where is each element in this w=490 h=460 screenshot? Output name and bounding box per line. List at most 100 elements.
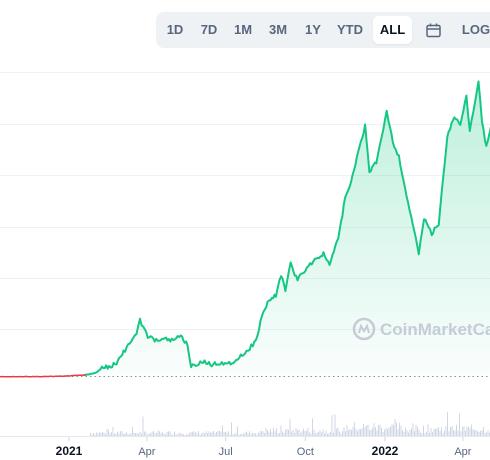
volume-bar	[285, 429, 286, 436]
volume-bar	[334, 414, 336, 436]
volume-bar	[324, 433, 325, 436]
volume-bar	[171, 434, 172, 436]
volume-bar	[121, 431, 123, 436]
volume-bar	[456, 424, 457, 436]
volume-bar	[474, 429, 475, 436]
volume-bar	[471, 424, 472, 436]
volume-bar	[349, 429, 351, 436]
volume-bar	[259, 431, 261, 436]
volume-bar	[228, 431, 229, 436]
volume-bar	[438, 427, 439, 436]
volume-bar	[486, 432, 487, 436]
volume-bar	[414, 431, 415, 436]
volume-bar	[478, 432, 480, 436]
volume-bar	[406, 430, 408, 436]
range-all-button[interactable]: ALL	[373, 16, 412, 44]
range-1y-button[interactable]: 1Y	[305, 22, 321, 37]
volume-bar	[363, 423, 364, 436]
volume-bar	[297, 430, 298, 436]
volume-bar	[325, 430, 327, 436]
range-7d-button[interactable]: 7D	[200, 22, 218, 37]
volume-bar	[385, 427, 387, 436]
volume-bar	[256, 434, 258, 436]
volume-bar	[139, 431, 141, 436]
volume-bar	[201, 433, 202, 436]
volume-bar	[403, 431, 405, 436]
volume-bar	[468, 426, 469, 436]
volume-bar	[241, 433, 243, 436]
volume-bar	[357, 431, 358, 436]
volume-bar	[309, 432, 310, 436]
volume-bar	[229, 434, 231, 436]
volume-bar	[150, 433, 151, 436]
volume-bar	[184, 434, 186, 436]
volume-bar	[175, 434, 177, 436]
volume-bar	[181, 433, 183, 436]
volume-bar	[376, 430, 378, 436]
volume-bar	[370, 429, 372, 436]
range-3m-button[interactable]: 3M	[268, 22, 288, 37]
volume-bar	[244, 432, 246, 436]
volume-bar	[157, 430, 159, 436]
x-tick-label: Apr	[138, 446, 155, 458]
volume-bar	[237, 426, 238, 436]
volume-bar	[318, 431, 319, 436]
volume-bar	[399, 422, 400, 436]
volume-bar	[270, 428, 271, 436]
volume-bar	[360, 429, 361, 436]
volume-bar	[214, 433, 216, 436]
volume-bar	[306, 430, 307, 436]
volume-bar	[433, 429, 435, 436]
volume-bar	[355, 428, 357, 436]
volume-bar	[273, 427, 274, 436]
volume-bar	[369, 429, 370, 436]
volume-bar	[162, 431, 163, 436]
range-ytd-button[interactable]: YTD	[337, 22, 363, 37]
volume-bar	[249, 431, 250, 436]
volume-bar	[418, 429, 420, 436]
volume-bar	[339, 431, 340, 436]
volume-bar	[439, 430, 441, 436]
volume-bar	[424, 433, 426, 436]
range-1d-button[interactable]: 1D	[166, 22, 184, 37]
volume-bar	[333, 432, 334, 436]
range-1m-button[interactable]: 1M	[233, 22, 253, 37]
volume-bar	[294, 433, 295, 436]
log-scale-button[interactable]: LOG	[461, 22, 490, 37]
volume-bar	[387, 429, 388, 436]
volume-bar	[364, 427, 366, 436]
volume-bar	[192, 431, 193, 436]
volume-bar	[304, 430, 306, 436]
x-axis: 2021 Apr Jul Oct 2022 Apr	[56, 437, 472, 458]
volume-bar	[108, 430, 109, 436]
volume-bar	[426, 431, 427, 436]
volume-bar	[105, 434, 106, 436]
volume-bar	[144, 431, 145, 436]
volume-bar	[298, 429, 300, 436]
volume-bar	[142, 416, 144, 436]
volume-bar	[441, 427, 442, 436]
volume-bar	[361, 428, 363, 436]
volume-bar	[429, 433, 430, 436]
calendar-icon[interactable]	[418, 16, 448, 44]
volume-bar	[480, 430, 481, 436]
volume-bar	[483, 427, 484, 436]
volume-bar	[300, 433, 301, 436]
volume-bar	[291, 431, 292, 436]
volume-bar	[393, 425, 394, 436]
volume-bar	[253, 433, 255, 436]
volume-bar	[202, 432, 204, 436]
volume-bar	[351, 429, 352, 436]
volume-bar	[394, 419, 396, 436]
volume-bar	[168, 431, 169, 436]
volume-bar	[372, 428, 373, 436]
volume-bars	[90, 412, 490, 436]
x-tick-label: 2022	[372, 444, 399, 458]
volume-bar	[268, 431, 270, 436]
volume-bar	[463, 426, 465, 436]
volume-bar	[133, 433, 135, 436]
volume-bar	[222, 425, 223, 436]
volume-bar	[136, 433, 138, 436]
volume-bar	[163, 433, 165, 436]
volume-bar	[442, 433, 444, 436]
